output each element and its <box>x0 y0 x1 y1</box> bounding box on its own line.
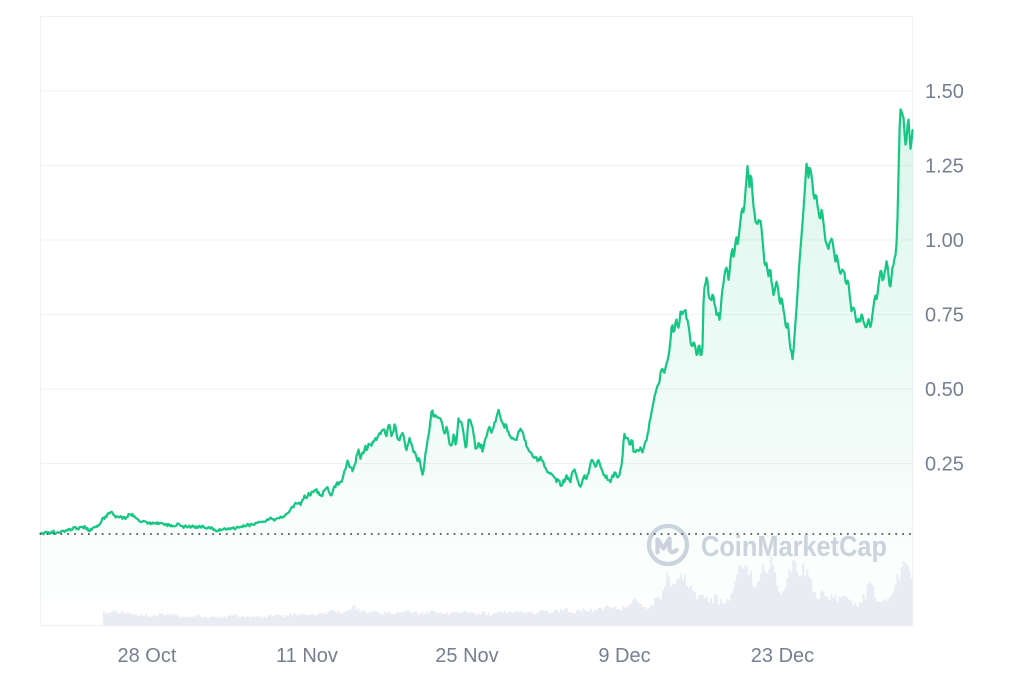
y-axis-label: 1.50 <box>925 81 964 103</box>
y-axis-label: 0.50 <box>925 379 964 401</box>
x-axis-label: 28 Oct <box>118 645 177 667</box>
coinmarketcap-watermark: CoinMarketCap <box>646 523 887 567</box>
y-axis-labels: 1.50 1.25 1.00 0.75 0.50 0.25 <box>925 81 964 476</box>
y-axis-label: 1.25 <box>925 156 964 178</box>
watermark-text: CoinMarketCap <box>701 531 887 563</box>
price-area-fill <box>40 109 913 626</box>
x-axis-label: 23 Dec <box>751 645 814 667</box>
y-axis-label: 0.75 <box>925 305 964 327</box>
x-axis-label: 11 Nov <box>276 645 338 667</box>
x-axis-labels: 28 Oct 11 Nov 25 Nov 9 Dec 23 Dec <box>118 645 815 667</box>
price-line <box>39 108 914 536</box>
x-axis-label: 9 Dec <box>598 645 650 667</box>
coinmarketcap-logo-icon <box>646 523 690 567</box>
y-axis-label: 0.25 <box>925 454 964 476</box>
y-axis-label: 1.00 <box>925 230 964 252</box>
volume-area <box>103 555 913 626</box>
x-axis-label: 25 Nov <box>435 645 498 667</box>
